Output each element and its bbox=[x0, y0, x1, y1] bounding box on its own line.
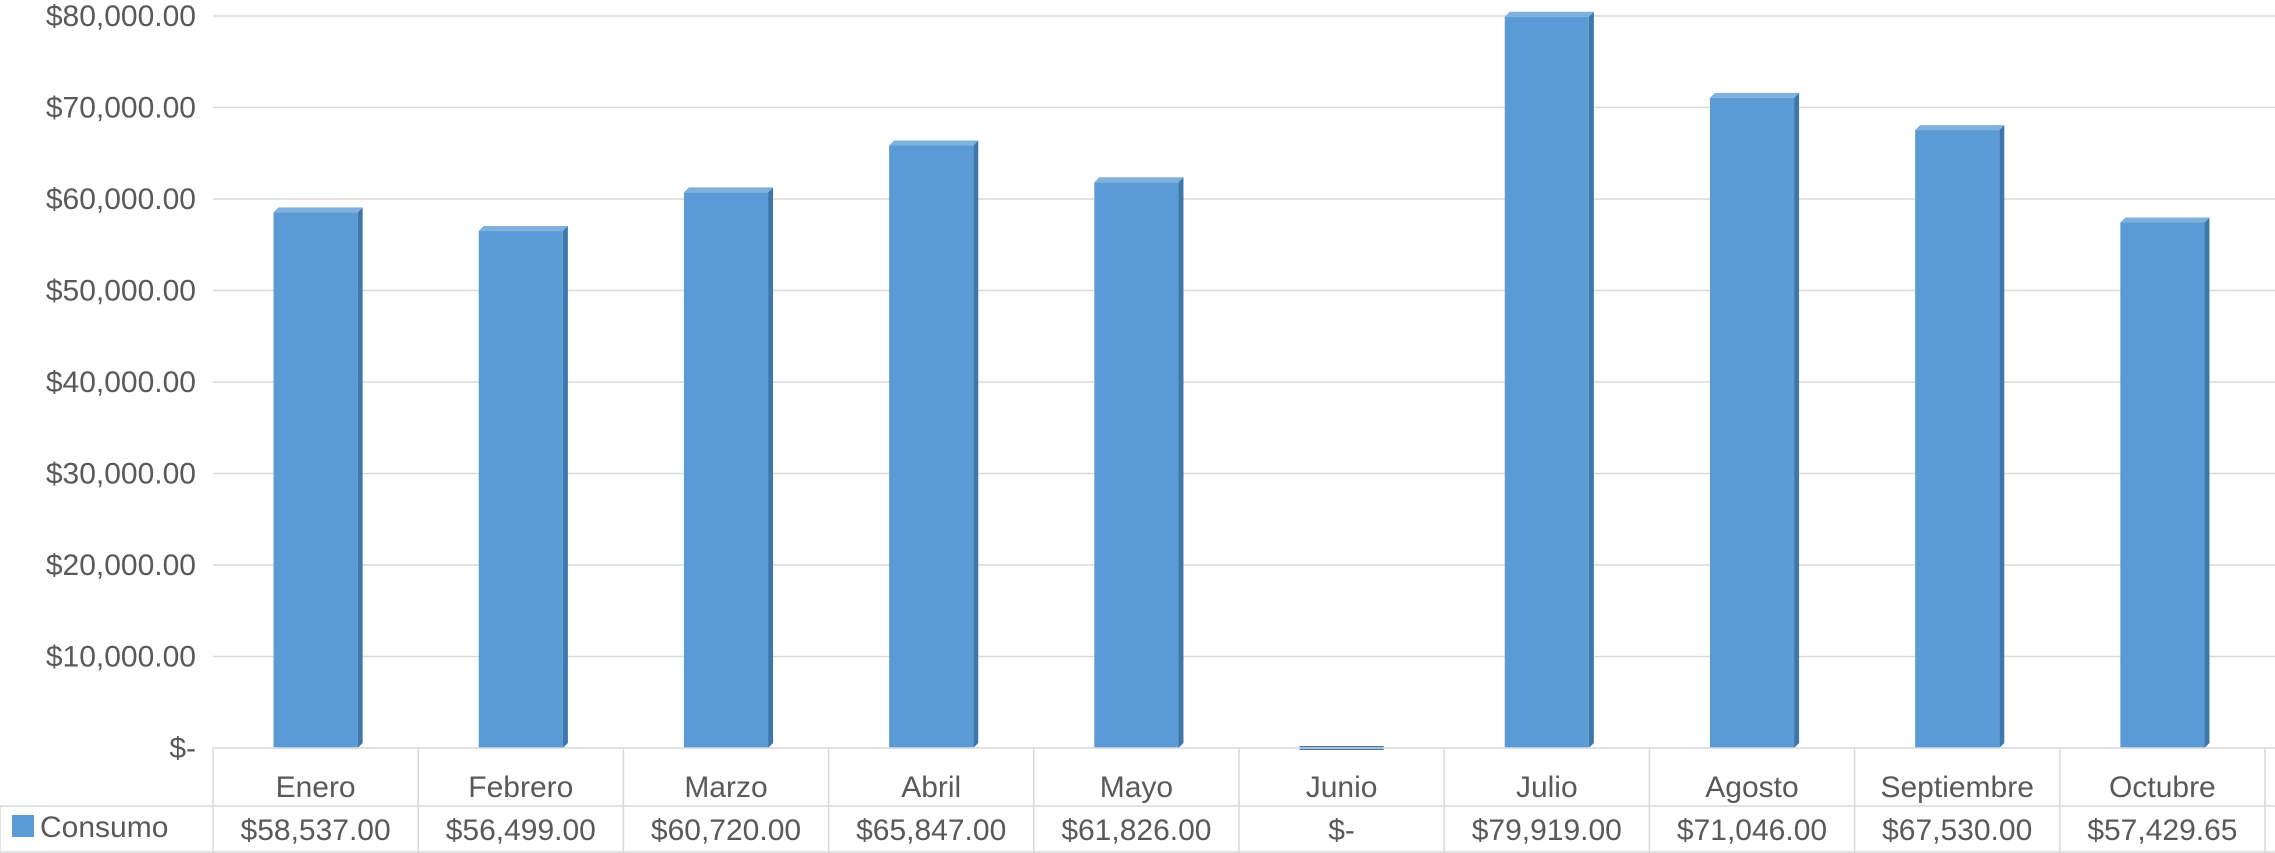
y-axis-tick-labels: $- $10,000.00 $20,000.00 $30,000.00 $40,000.… bbox=[46, 0, 196, 765]
bar-top bbox=[1709, 92, 1800, 98]
legend-swatch-consumo bbox=[12, 815, 34, 837]
bar-side bbox=[973, 140, 979, 749]
bar-top bbox=[1094, 177, 1184, 183]
bar-side bbox=[1999, 125, 2005, 748]
data-table-value: $79,919.00 bbox=[1472, 814, 1622, 847]
bar-top bbox=[1504, 11, 1594, 17]
bar-side bbox=[1588, 11, 1594, 748]
y-tick-label: $60,000.00 bbox=[46, 183, 196, 216]
data-table-value: $57,429.65 bbox=[2087, 814, 2237, 847]
bar-side bbox=[1794, 92, 1800, 749]
y-tick-label: $10,000.00 bbox=[46, 641, 196, 674]
bar-front bbox=[1504, 16, 1589, 748]
y-tick-label: $70,000.00 bbox=[46, 92, 196, 125]
bar-abril bbox=[889, 140, 979, 749]
bar-top bbox=[683, 187, 774, 193]
x-category-label: Febrero bbox=[468, 771, 573, 804]
x-category-label: Octubre bbox=[2109, 771, 2216, 804]
x-category-label: Septiembre bbox=[1880, 771, 2033, 804]
data-table-value: $60,720.00 bbox=[651, 814, 801, 847]
data-table: Enero $58,537.00 Febrero $56,499.00 Marzo $60… bbox=[0, 747, 2275, 853]
x-category-label: Junio bbox=[1306, 771, 1378, 804]
data-table-value: $- bbox=[1328, 814, 1355, 847]
x-category-label: Agosto bbox=[1705, 771, 1798, 804]
bar-front bbox=[2120, 222, 2205, 749]
bar-front bbox=[1094, 182, 1179, 748]
legend-label-consumo: Consumo bbox=[40, 811, 168, 844]
bar-front bbox=[683, 192, 769, 749]
bar-mayo bbox=[1094, 177, 1184, 748]
y-tick-label: $- bbox=[169, 732, 196, 765]
bars bbox=[273, 11, 2210, 750]
x-category-label: Marzo bbox=[684, 771, 767, 804]
bar-enero bbox=[273, 207, 363, 748]
data-table-value: $71,046.00 bbox=[1677, 814, 1827, 847]
y-tick-label: $20,000.00 bbox=[46, 549, 196, 582]
y-tick-label: $40,000.00 bbox=[46, 366, 196, 399]
bar-front bbox=[478, 231, 563, 748]
legend: Consumo bbox=[12, 811, 168, 844]
bar-julio bbox=[1504, 11, 1594, 748]
data-table-value: $58,537.00 bbox=[241, 814, 391, 847]
x-category-label: Mayo bbox=[1100, 771, 1173, 804]
y-tick-label: $50,000.00 bbox=[46, 275, 196, 308]
x-category-label: Julio bbox=[1516, 771, 1578, 804]
data-table-value: $56,499.00 bbox=[446, 814, 596, 847]
data-table-value: $61,826.00 bbox=[1061, 814, 1211, 847]
bar-top bbox=[273, 207, 363, 213]
bar-front bbox=[889, 145, 974, 749]
bar-side bbox=[1178, 177, 1184, 748]
bar-febrero bbox=[478, 226, 568, 748]
bar-top bbox=[1915, 125, 2005, 131]
x-category-label: Enero bbox=[276, 771, 356, 804]
bar-side bbox=[2204, 217, 2210, 749]
bar-agosto bbox=[1709, 92, 1800, 749]
bar-front bbox=[1709, 97, 1795, 749]
bar-marzo bbox=[683, 187, 774, 749]
bar-top bbox=[889, 140, 979, 146]
data-table-value: $67,530.00 bbox=[1882, 814, 2032, 847]
bar-front bbox=[273, 212, 358, 748]
x-category-label: Abril bbox=[901, 771, 961, 804]
bar-top bbox=[478, 226, 568, 232]
y-tick-label: $80,000.00 bbox=[46, 0, 196, 33]
bar-septiembre bbox=[1915, 125, 2005, 749]
y-tick-label: $30,000.00 bbox=[46, 458, 196, 491]
bar-side bbox=[357, 207, 363, 748]
bar-front bbox=[1915, 130, 2000, 749]
bar-side bbox=[562, 226, 568, 748]
data-table-value: $65,847.00 bbox=[856, 814, 1006, 847]
bar-octubre bbox=[2120, 217, 2210, 749]
bar-side bbox=[768, 187, 774, 749]
bar-top bbox=[2120, 217, 2210, 223]
